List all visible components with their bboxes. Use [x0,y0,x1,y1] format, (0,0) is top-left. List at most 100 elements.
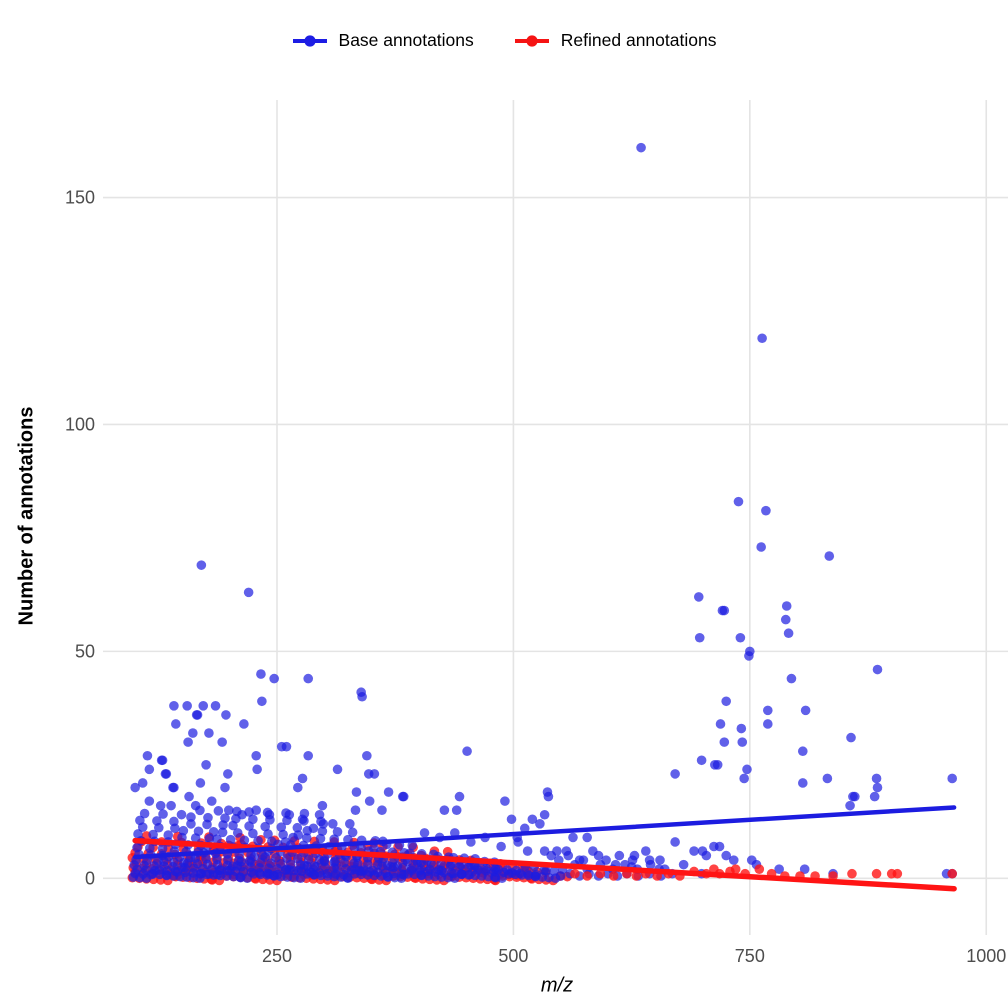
data-point [574,855,585,865]
data-point [142,750,153,761]
legend-key-dot [303,34,316,47]
data-point [549,866,559,877]
y-tick-label: 50 [75,641,95,661]
data-point [563,850,574,861]
data-point [608,871,619,881]
data-point [439,805,450,816]
data-point [644,855,655,865]
data-point [329,834,340,844]
data-point [744,651,754,661]
data-point [263,829,273,839]
data-point [872,782,883,793]
data-point [462,746,472,757]
data-point [799,864,810,874]
data-point [398,791,409,802]
data-point [157,755,168,766]
data-point [293,782,303,793]
legend-key-base-annotations [292,34,327,47]
data-point [469,861,480,871]
data-point [303,673,314,684]
data-point [847,868,857,879]
data-point [178,825,189,836]
data-point [212,834,222,844]
data-point [332,764,343,775]
data-point [719,605,730,616]
data-point [786,673,797,684]
data-point [190,800,201,811]
data-point [595,868,606,879]
data-point [158,809,168,819]
data-point [317,800,328,811]
data-point [733,496,744,507]
data-point [314,809,325,820]
data-point [297,814,308,825]
data-point [670,769,680,779]
legend-label-refined-annotations: Refined annotations [560,30,717,50]
data-point [239,835,250,846]
data-point [871,773,882,784]
y-tick-label: 100 [65,414,95,434]
data-point [148,829,158,840]
data-point [184,791,194,802]
data-point [689,846,699,856]
data-point [260,821,270,832]
data-point [206,796,217,806]
data-point [350,805,361,816]
data-point [297,773,308,784]
data-point [522,846,533,856]
data-point [947,773,958,784]
legend-item-refined-annotations[interactable]: Refined annotations [514,30,717,51]
data-point [763,719,773,729]
data-point [735,632,746,643]
data-point [554,855,564,865]
data-point [797,778,808,788]
data-point [383,787,394,797]
data-point [454,791,465,802]
x-tick-label: 500 [498,946,528,966]
data-point [155,800,166,811]
data-point [568,832,578,843]
data-point [221,710,231,720]
data-point [369,843,379,854]
data-point [193,826,204,837]
data-point [237,809,247,820]
data-point [157,843,168,854]
x-tick-label: 1000 [966,946,1006,966]
legend-key-dot [526,34,538,47]
data-point [527,814,538,825]
data-point [824,551,835,561]
data-point [780,614,791,625]
data-point [145,843,155,853]
data-point [188,728,198,738]
data-point [195,778,206,788]
data-point [327,819,338,829]
data-point [253,835,263,846]
data-point [281,741,292,752]
data-point [736,723,747,734]
data-point [217,827,228,838]
data-point [582,871,592,881]
data-point [223,769,233,779]
data-point [186,812,196,822]
data-point [629,850,640,861]
data-point [822,773,833,784]
data-point [693,592,704,602]
data-point [828,871,838,881]
data-point [730,864,741,874]
data-point [269,673,279,684]
data-point [204,728,214,738]
legend-item-base-annotations[interactable]: Base annotations [292,30,474,51]
data-point [186,819,196,829]
data-point [800,705,811,716]
data-point [570,868,580,879]
data-point [248,828,258,839]
data-point [351,787,362,797]
data-point [496,841,506,852]
data-point [783,628,794,639]
data-point [223,805,234,816]
data-point [756,542,766,552]
data-point [714,841,725,852]
legend-label-base-annotations: Base annotations [338,30,474,50]
